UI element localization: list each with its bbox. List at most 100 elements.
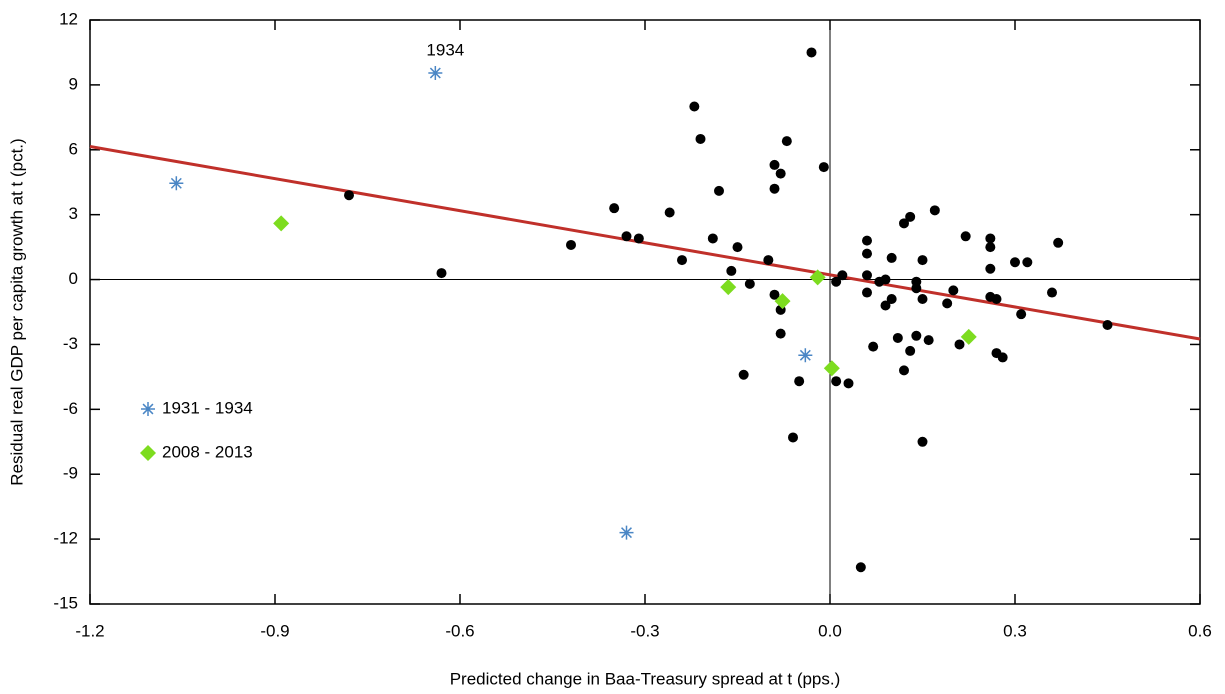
point (1047, 287, 1057, 298)
point (428, 65, 443, 80)
point (707, 233, 718, 244)
point (169, 176, 184, 191)
y-tick-label: -3 (63, 334, 78, 353)
y-tick-label: 0 (69, 269, 78, 288)
legend-marker (140, 445, 156, 461)
point (621, 231, 632, 242)
point (960, 231, 971, 242)
point (997, 352, 1008, 363)
legend-label: 1931 - 1934 (162, 398, 253, 417)
y-tick-label: 6 (69, 139, 78, 158)
point (911, 330, 922, 341)
point (781, 136, 792, 147)
point (809, 269, 826, 286)
point (763, 255, 774, 266)
point (633, 233, 644, 244)
y-tick-label: -12 (53, 529, 78, 548)
point (880, 300, 891, 311)
point (917, 436, 928, 447)
point (344, 190, 354, 201)
legend-marker (141, 402, 155, 416)
point (794, 376, 805, 387)
point (954, 339, 965, 350)
y-tick-label: -6 (63, 399, 78, 418)
point (862, 270, 872, 281)
point (273, 215, 290, 232)
point (714, 185, 724, 196)
point (775, 168, 786, 179)
x-tick-label: -1.2 (75, 621, 104, 640)
point (774, 293, 791, 310)
x-tick-label: -0.6 (445, 621, 474, 640)
point (886, 294, 897, 305)
point (905, 345, 916, 356)
point (769, 159, 780, 170)
point (892, 332, 903, 343)
point (695, 133, 706, 144)
point (1053, 237, 1064, 248)
point (929, 205, 940, 216)
point (911, 283, 922, 294)
x-tick-label: 0.6 (1188, 621, 1212, 640)
point (855, 562, 866, 573)
point (566, 239, 576, 250)
point (831, 276, 842, 287)
point (775, 328, 786, 339)
point (862, 287, 872, 298)
point (677, 255, 687, 266)
point (1022, 257, 1033, 268)
point (899, 218, 909, 229)
y-tick-label: 12 (59, 9, 78, 28)
point (837, 270, 848, 281)
point (843, 378, 854, 389)
point (942, 298, 953, 309)
plot-frame (89, 19, 1201, 605)
point (862, 248, 872, 259)
y-tick-label: -15 (53, 593, 78, 612)
point (831, 376, 842, 387)
point (905, 211, 916, 222)
point (917, 294, 928, 305)
x-tick-label: 0.0 (818, 621, 842, 640)
y-tick-label: 3 (69, 204, 78, 223)
legend-label: 2008 - 2013 (162, 442, 253, 461)
point (609, 203, 620, 214)
y-axis-label: Residual real GDP per capita growth at t… (7, 138, 26, 485)
point (744, 278, 755, 289)
point (798, 348, 813, 363)
point (886, 252, 897, 263)
point (788, 432, 798, 443)
point (985, 263, 996, 274)
point (1102, 319, 1113, 330)
point (880, 274, 891, 285)
point (664, 207, 675, 218)
annotation: 1934 (426, 40, 464, 59)
point (960, 328, 977, 345)
point (738, 369, 749, 380)
point (619, 525, 634, 540)
point (806, 47, 817, 58)
point (985, 242, 996, 253)
point (726, 265, 737, 276)
point (917, 255, 928, 266)
point (862, 235, 872, 246)
point (868, 341, 879, 352)
y-tick-label: 9 (69, 74, 78, 93)
point (923, 335, 934, 346)
point (732, 242, 743, 253)
point (823, 360, 840, 377)
point (1016, 309, 1027, 320)
x-tick-label: -0.9 (260, 621, 289, 640)
y-tick-label: -9 (63, 464, 78, 483)
point (720, 279, 737, 296)
point (436, 268, 447, 279)
point (991, 294, 1002, 305)
point (689, 101, 700, 112)
fit-line (89, 145, 1201, 341)
point (948, 285, 959, 296)
x-tick-label: -0.3 (630, 621, 659, 640)
point (769, 183, 780, 194)
point (985, 233, 996, 244)
